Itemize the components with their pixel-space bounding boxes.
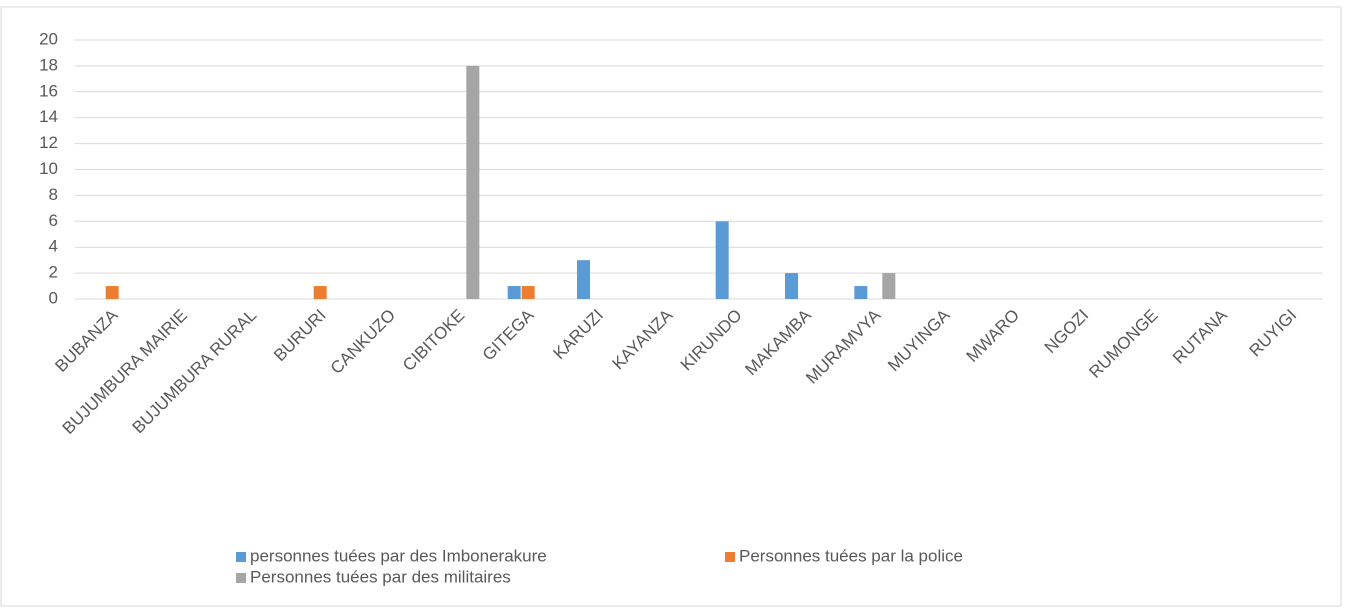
legend-label: personnes tuées par des Imbonerakure (250, 546, 547, 565)
y-tick-label: 10 (39, 159, 58, 178)
legend-label: Personnes tuées par la police (739, 546, 963, 565)
legend-swatch (236, 573, 246, 583)
legend-label: Personnes tuées par des militaires (250, 567, 511, 586)
y-tick-label: 8 (49, 185, 58, 204)
y-tick-label: 18 (39, 55, 58, 74)
y-tick-label: 6 (49, 211, 58, 230)
bar (521, 286, 535, 299)
y-tick-label: 12 (39, 133, 58, 152)
y-tick-label: 16 (39, 81, 58, 100)
y-tick-label: 4 (49, 237, 58, 256)
chart-border (0, 6, 1342, 607)
y-tick-label: 20 (39, 29, 58, 48)
bar (466, 65, 480, 300)
bar (785, 273, 798, 299)
bar (715, 221, 729, 299)
bar (507, 286, 521, 299)
bar (313, 286, 327, 299)
bar (577, 260, 590, 299)
y-tick-label: 2 (49, 263, 58, 282)
bar (105, 286, 119, 299)
bar (854, 286, 868, 299)
y-tick-label: 0 (49, 288, 58, 307)
bar (882, 273, 896, 299)
legend-swatch (725, 552, 735, 562)
legend-swatch (236, 552, 246, 562)
y-tick-label: 14 (39, 107, 58, 126)
